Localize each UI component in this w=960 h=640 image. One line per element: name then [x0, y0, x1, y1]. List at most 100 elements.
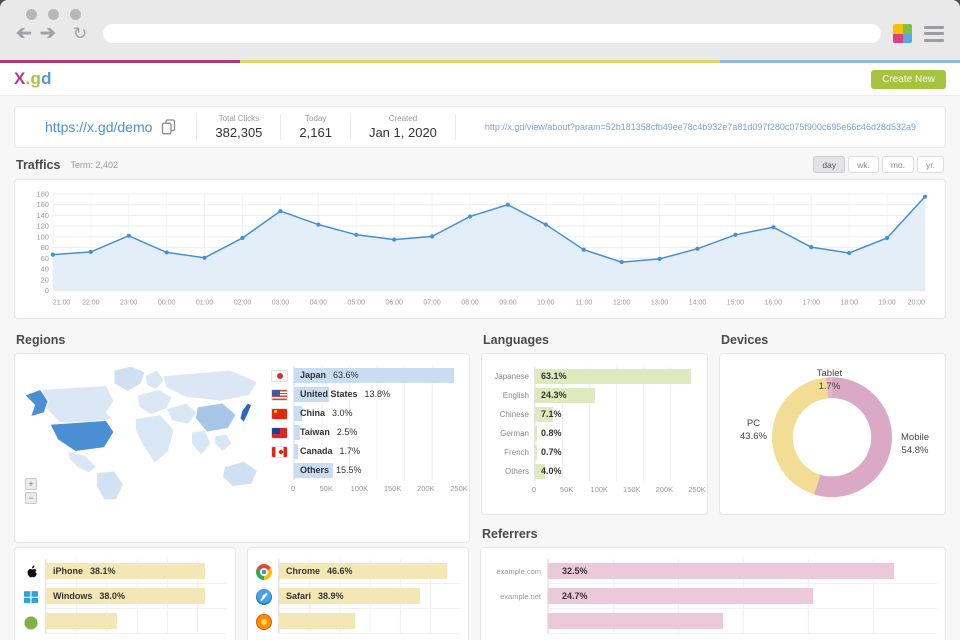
stat-today: Today 2,161 — [299, 114, 332, 140]
bar-plot — [45, 609, 227, 635]
page-content: https://x.gd/demo Total Clicks 382,305 T… — [0, 96, 960, 640]
axis-tick-label: 100K — [350, 484, 369, 494]
windows-icon — [23, 589, 39, 605]
world-map[interactable]: + − — [21, 360, 269, 508]
region-row: Japan 63.6% — [271, 366, 459, 386]
svg-text:05:00: 05:00 — [348, 299, 366, 306]
window-control-dot[interactable] — [26, 9, 37, 20]
bar — [279, 563, 448, 580]
grid-icon-cell — [902, 33, 912, 43]
svg-text:10:00: 10:00 — [537, 299, 555, 306]
browser-row: Chrome 46.6% — [256, 559, 460, 585]
reload-icon[interactable]: ↻ — [72, 24, 88, 43]
long-url-link[interactable]: http://x.gd/view/about?param=52b181358cf… — [484, 122, 917, 132]
donut-label-pc: PC 43.6% — [740, 418, 767, 442]
axis-tick-label: 0 — [290, 484, 296, 494]
devices-title: Devices — [721, 333, 769, 348]
map-alaska — [24, 389, 49, 418]
regions-bars: Japan 63.6% United States 13.8% China 3.0% Tai… — [269, 360, 468, 536]
axis-tick-label: 250K — [450, 484, 468, 494]
map-zoom-in-button[interactable]: + — [25, 478, 37, 491]
copy-icon[interactable] — [161, 119, 176, 135]
axis-tick-label: 0 — [531, 485, 537, 495]
region-bar-label: Others 15.5% — [300, 465, 362, 476]
svg-text:140: 140 — [36, 211, 48, 220]
language-row: Others 4.0% — [488, 462, 697, 482]
traffics-term: Term: 2,402 — [70, 159, 118, 170]
language-name: French — [504, 448, 529, 458]
svg-text:21:00: 21:00 — [53, 299, 71, 306]
axis-tick-label: 200K — [655, 485, 674, 495]
devices-card: Tablet 1.7% PC 43.6% Mobile 54.8% — [719, 353, 946, 516]
flag-icon-ca — [271, 445, 288, 458]
regions-title: Regions — [16, 333, 66, 348]
flag-icon-cn — [271, 407, 288, 420]
svg-text:08:00: 08:00 — [461, 299, 479, 306]
platform-row — [23, 609, 227, 635]
svg-text:0: 0 — [45, 286, 49, 295]
range-month-button[interactable]: mo. — [881, 156, 915, 173]
color-grid-icon[interactable] — [893, 24, 912, 43]
svg-text:120: 120 — [36, 222, 48, 231]
strip-segment — [720, 60, 960, 63]
back-icon[interactable]: ➔ — [16, 23, 32, 44]
window-control-dot[interactable] — [70, 9, 81, 20]
map-china — [194, 402, 237, 433]
map-zoom-out-button[interactable]: − — [25, 492, 37, 505]
donut-label-mobile: Mobile 54.8% — [901, 432, 929, 456]
donut-slice-tablet — [772, 377, 892, 498]
bar-plot: 32.5% — [547, 559, 937, 585]
address-bar[interactable] — [103, 24, 881, 43]
range-year-button[interactable]: yr. — [917, 156, 944, 173]
svg-text:02:00: 02:00 — [234, 299, 252, 306]
svg-text:180: 180 — [36, 189, 48, 198]
svg-text:20:00: 20:00 — [908, 299, 926, 306]
language-bar-plot: 7.1% — [534, 405, 697, 425]
svg-text:23:00: 23:00 — [120, 299, 138, 306]
chrome-icon — [256, 563, 272, 580]
language-name: English — [502, 391, 529, 401]
region-row: Canada 1.7% — [271, 442, 459, 462]
create-new-button[interactable]: Create New — [871, 69, 946, 89]
range-week-button[interactable]: wk. — [848, 156, 879, 173]
logo: X.gd — [14, 69, 52, 89]
region-bar — [294, 425, 301, 441]
platform-row: Windows 38.0% — [23, 584, 227, 610]
svg-text:16:00: 16:00 — [765, 299, 783, 306]
svg-text:15:00: 15:00 — [727, 299, 745, 306]
languages-card: Japanese 63.1% English 24.3% Chinese 7.1% Germ… — [481, 353, 708, 516]
language-bar-label: 63.1% — [541, 371, 567, 382]
donut-label-tablet: Tablet 1.7% — [816, 368, 843, 392]
region-bar — [294, 368, 455, 384]
short-url-link[interactable]: https://x.gd/demo — [45, 119, 153, 135]
language-name: Others — [504, 467, 529, 477]
grid-icon-cell — [893, 24, 903, 34]
window-control-dot[interactable] — [48, 9, 59, 20]
svg-text:19:00: 19:00 — [878, 299, 896, 306]
referrer-name: example.net — [500, 592, 541, 602]
axis-tick-label: 250K — [688, 485, 706, 495]
traffic-chart-card: 0 20 40 60 80 100 120 140 160 180 21:00 22:00 23:00 0… — [14, 179, 946, 320]
region-bar — [294, 444, 299, 460]
logo-part: . — [25, 69, 31, 88]
bar — [46, 613, 117, 630]
svg-text:160: 160 — [36, 200, 48, 209]
svg-text:13:00: 13:00 — [651, 299, 669, 306]
forward-icon[interactable]: ➔ — [39, 23, 56, 44]
grid-icon-cell — [902, 24, 912, 34]
region-bar-label: China 3.0% — [300, 408, 353, 419]
language-row: French 0.7% — [488, 443, 697, 463]
svg-text:01:00: 01:00 — [196, 299, 214, 306]
referrer-row: example.com 32.5% — [489, 559, 937, 585]
region-bar-label: Canada 1.7% — [300, 446, 361, 457]
svg-text:100: 100 — [36, 232, 48, 241]
referrers-card: example.com 32.5% example.net 24.7% — [480, 547, 946, 640]
region-bar-label: Japan 63.6% — [300, 370, 359, 381]
language-bar-plot: 0.7% — [534, 443, 697, 463]
logo-part: g — [30, 69, 42, 88]
language-bar — [535, 369, 692, 385]
menu-icon[interactable] — [924, 25, 944, 42]
svg-text:22:00: 22:00 — [82, 299, 100, 306]
grid-icon-cell — [893, 33, 903, 43]
range-day-button[interactable]: day — [813, 156, 846, 173]
